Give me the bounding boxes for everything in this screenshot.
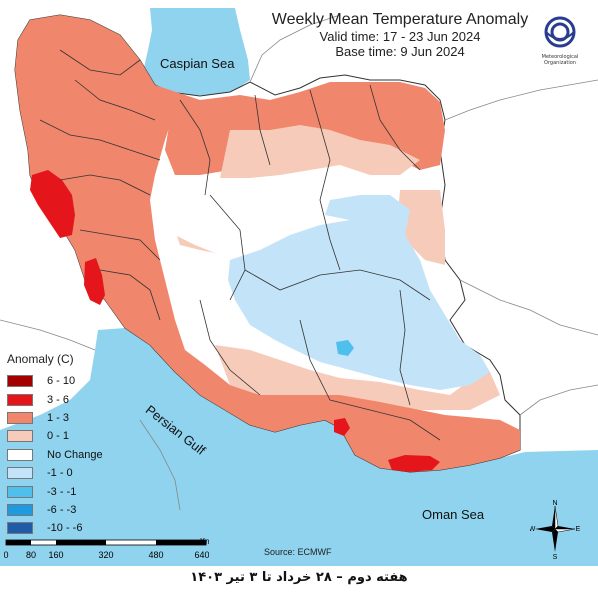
legend-item: 3 - 6 <box>7 390 115 408</box>
legend-swatch <box>7 467 33 480</box>
legend-item: No Change <box>7 446 115 464</box>
persian-gulf-water <box>0 328 598 566</box>
legend-label: 1 - 3 <box>47 411 70 424</box>
anomaly-zone-pale-south <box>215 345 500 410</box>
map-title: Weekly Mean Temperature Anomaly <box>271 11 529 28</box>
legend-item: 6 - 10 <box>7 372 115 390</box>
legend-swatch <box>7 393 33 406</box>
scale-unit: Km <box>200 538 209 546</box>
legend-label: -1 - 0 <box>47 467 73 480</box>
map-title-block: Weekly Mean Temperature Anomaly Valid ti… <box>250 10 550 59</box>
legend: Anomaly (C) 6 - 10 3 - 6 1 - 3 0 - 1 No Chan… <box>7 352 115 538</box>
compass-e: E <box>576 526 580 533</box>
legend-label: -10 - -6 <box>47 522 83 535</box>
legend-swatch <box>7 448 33 461</box>
scale-tick: 0 <box>4 550 9 560</box>
caspian-sea-water <box>143 8 250 96</box>
legend-item: -6 - -3 <box>7 501 115 519</box>
province-boundaries <box>39 49 441 441</box>
anomaly-zone-hot-southwest <box>84 258 105 305</box>
base-time: Base time: 9 Jun 2024 <box>335 44 465 59</box>
organization-logo-icon <box>544 16 576 48</box>
scale-tick: 160 <box>48 550 63 560</box>
persian-footer-caption: هفته دوم – ۲۸ خرداد تا ۳ تیر ۱۴۰۳ <box>190 570 408 585</box>
legend-item: 0 - 1 <box>7 427 115 445</box>
anomaly-zone-warm-east <box>398 190 445 265</box>
legend-title: Anomaly (C) <box>7 352 74 366</box>
legend-label: -6 - -3 <box>47 503 77 516</box>
oman-sea-label: Oman Sea <box>422 507 485 522</box>
anomaly-zone-cool-east <box>325 195 410 235</box>
compass-s: S <box>553 554 558 560</box>
caspian-sea-label: Caspian Sea <box>160 56 235 71</box>
logo-text: Meteorological Organization <box>541 54 579 66</box>
scale-tick: 80 <box>26 550 36 560</box>
legend-item: -3 - -1 <box>7 482 115 500</box>
legend-label: -3 - -1 <box>47 485 77 498</box>
legend-swatch <box>7 503 33 516</box>
compass-rose-icon: N S E W <box>530 500 580 560</box>
legend-item: -10 - -6 <box>7 519 115 537</box>
scale-tick: 320 <box>98 550 113 560</box>
valid-time: Valid time: 17 - 23 Jun 2024 <box>319 29 481 44</box>
legend-item: 1 - 3 <box>7 409 115 427</box>
scale-tick: 480 <box>148 550 163 560</box>
scale-tick: 640 <box>194 550 209 560</box>
compass-w: W <box>530 526 536 533</box>
source-label: Source: ECMWF <box>264 547 332 557</box>
scale-bar: 0 80 160 320 480 640 Km <box>4 538 209 560</box>
legend-swatch <box>7 375 33 388</box>
anomaly-zone-hot-southeast <box>388 455 440 472</box>
anomaly-zone-hot-west <box>30 170 75 238</box>
anomaly-zone-hot-gulf <box>334 418 350 436</box>
legend-swatch <box>7 411 33 424</box>
country-borders <box>0 14 598 511</box>
legend-label: No Change <box>47 448 103 461</box>
anomaly-zone-cool-central <box>228 218 490 390</box>
anomaly-zone-cool-patch <box>336 340 354 356</box>
legend-label: 3 - 6 <box>47 393 70 406</box>
anomaly-zone-warm-west <box>15 15 520 472</box>
temperature-anomaly-map <box>0 8 598 566</box>
legend-label: 6 - 10 <box>47 375 76 388</box>
legend-swatch <box>7 485 33 498</box>
legend-item: -1 - 0 <box>7 464 115 482</box>
legend-swatch <box>7 522 33 535</box>
legend-swatch <box>7 430 33 443</box>
legend-label: 0 - 1 <box>47 430 70 443</box>
compass-n: N <box>552 500 557 507</box>
